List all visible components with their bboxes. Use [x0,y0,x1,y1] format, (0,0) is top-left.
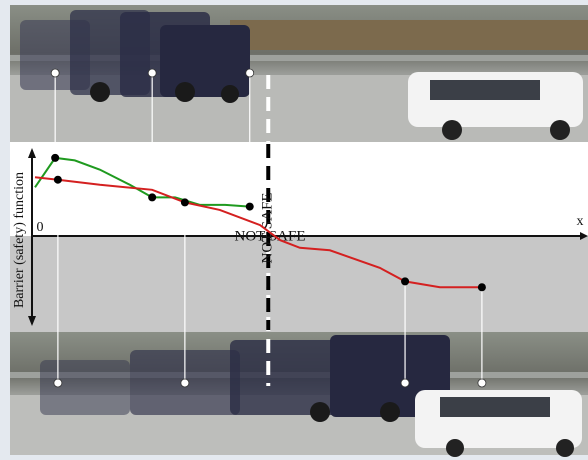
photo-marker [180,378,190,388]
point-marker [180,198,189,207]
photo-marker [400,378,410,388]
safe-region [10,142,588,236]
unsafe-region [10,236,588,332]
photo-marker [147,68,157,78]
photo-marker [477,378,487,388]
point-marker [401,277,410,286]
boundary-label: NOT SAFE [260,193,276,264]
point-marker [51,153,60,162]
photo-marker [53,378,63,388]
line [34,156,250,208]
x-arrow [580,232,588,240]
x-axis-label: x [577,214,584,229]
point-marker [53,175,62,184]
point-marker [148,193,157,202]
bottom-photo [10,332,588,457]
line [34,176,482,289]
point-marker [477,283,486,292]
photo-marker [245,68,255,78]
top-photo [10,5,588,142]
zero-label: 0 [37,220,44,235]
photo-marker [50,68,60,78]
point-marker [245,202,254,211]
y-axis-label: Barrier (safety) function [12,172,27,308]
